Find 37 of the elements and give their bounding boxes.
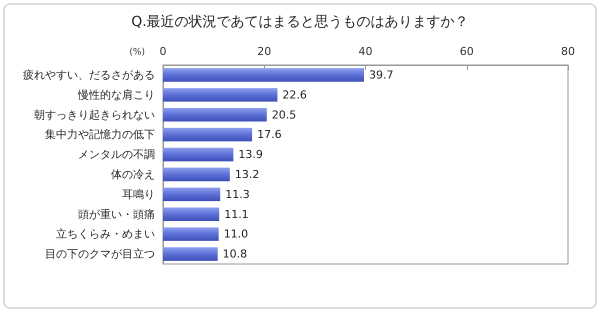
bar	[163, 88, 278, 102]
y-tick-label: 体の冷え	[111, 168, 155, 181]
data-label: 11.1	[224, 208, 249, 221]
y-tick-label: 耳鳴り	[122, 188, 155, 201]
y-tick-label: 頭が重い・頭痛	[78, 208, 155, 221]
x-tick-label: 20	[257, 45, 272, 58]
bar	[163, 207, 220, 222]
x-tick-label: 0	[160, 45, 166, 58]
y-tick-label: 目の下のクマが目立つ	[45, 248, 155, 261]
y-tick-label: 立ちくらみ・めまい	[56, 228, 155, 241]
x-tick-label: 80	[561, 45, 575, 58]
y-tick-label: 慢性的な肩こり	[77, 88, 155, 102]
bar	[163, 168, 230, 182]
data-label: 20.5	[272, 108, 296, 122]
data-label: 22.6	[282, 88, 307, 102]
chart-title: Q.最近の状況であてはまると思うものはありますか？	[131, 14, 469, 30]
data-label: 13.9	[238, 148, 263, 162]
y-tick-label: 疲れやすい、だるさがある	[23, 68, 155, 82]
x-tick-label: 60	[460, 45, 474, 58]
bar	[163, 227, 219, 241]
bar	[163, 188, 220, 202]
y-tick-label: メンタルの不調	[78, 148, 155, 162]
bar	[163, 128, 252, 142]
bar	[163, 108, 267, 122]
data-label: 11.0	[224, 228, 248, 241]
data-label: 39.7	[368, 68, 394, 82]
data-label: 10.8	[222, 248, 248, 261]
bar	[163, 68, 364, 82]
y-tick-label: 集中力や記憶力の低下	[45, 128, 155, 142]
data-label: 13.2	[234, 168, 260, 181]
data-label: 11.3	[225, 188, 250, 201]
bar	[163, 148, 234, 162]
data-label: 17.6	[257, 128, 282, 142]
x-axis-title: (%)	[129, 48, 145, 58]
x-tick-label: 40	[358, 45, 372, 58]
y-tick-label: 朝すっきり起きられない	[34, 108, 155, 122]
bar	[163, 247, 218, 261]
